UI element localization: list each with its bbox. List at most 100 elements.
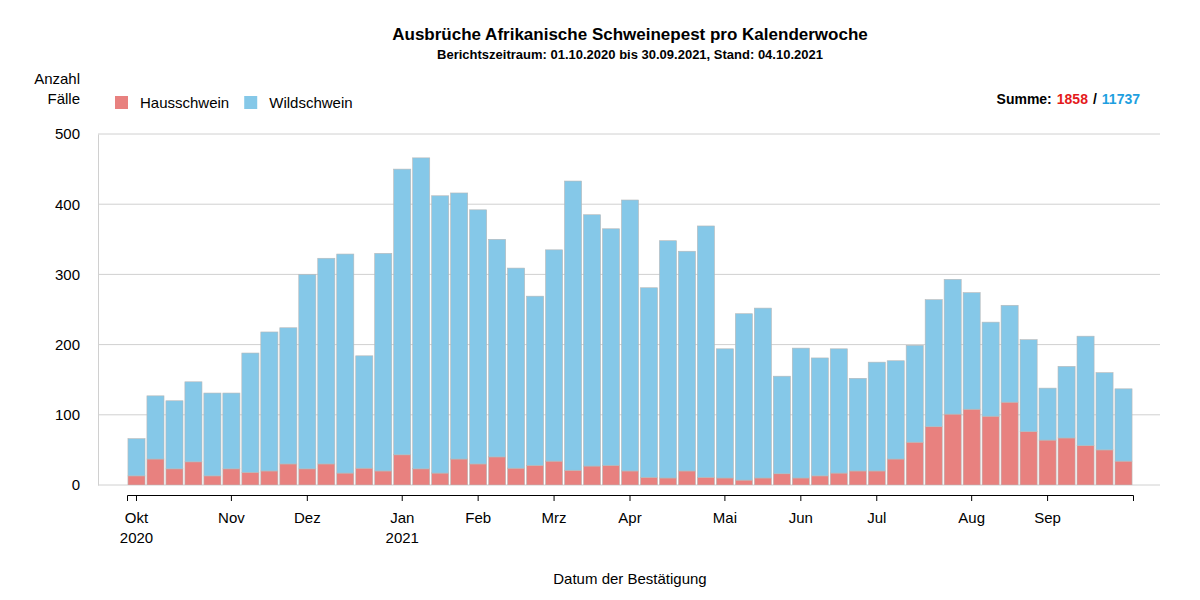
- legend-item: Hausschwein: [115, 94, 229, 111]
- bar: [944, 279, 961, 414]
- bar: [261, 471, 278, 485]
- bar: [223, 393, 240, 469]
- x-axis: Okt 2020 Nov Dez Jan2021 Feb Mrz Apr Mai Jun Jul Au…: [120, 495, 1134, 546]
- bar: [432, 196, 449, 473]
- x-tick: Aug: [958, 495, 985, 526]
- bar: [1001, 305, 1018, 402]
- x-tick-label: Jul: [867, 509, 886, 526]
- text-line: 2020: [120, 529, 153, 546]
- x-tick-label: Jun: [789, 509, 813, 526]
- text-line: Jan: [390, 509, 414, 526]
- bar: [849, 378, 866, 471]
- x-tick-label: Feb: [465, 509, 491, 526]
- bar: [621, 471, 638, 485]
- bar: [546, 461, 563, 485]
- y-tick: 100: [55, 406, 98, 423]
- text-line: Mai: [713, 509, 737, 526]
- y-tick-label: 300: [55, 266, 80, 283]
- x-tick: Apr: [618, 495, 641, 526]
- bar: [204, 393, 221, 476]
- bar: [963, 293, 980, 410]
- text-line: Jun: [789, 509, 813, 526]
- bar: [223, 469, 240, 485]
- sum-separator: /: [1093, 91, 1097, 107]
- bar: [830, 473, 847, 485]
- grid-line: [98, 134, 1160, 135]
- x-tick-label: Nov: [218, 509, 245, 526]
- bar: [565, 181, 582, 470]
- sum-value: 11737: [1102, 91, 1140, 107]
- y-axis-title: AnzahlFälle: [34, 70, 80, 107]
- bar: [659, 241, 676, 478]
- legend-label: Wildschwein: [269, 94, 352, 111]
- x-tick: Jan2021: [386, 495, 419, 546]
- bar: [1077, 446, 1094, 485]
- y-tick-label: 400: [55, 196, 80, 213]
- x-tick-label: Apr: [618, 509, 641, 526]
- text-line: Okt: [125, 509, 149, 526]
- bar: [1115, 389, 1132, 461]
- bar: [242, 353, 259, 472]
- bar: [640, 288, 657, 478]
- bar: [546, 250, 563, 461]
- bar: [470, 210, 487, 464]
- background: [0, 0, 1200, 600]
- x-tick-label: Aug: [958, 509, 985, 526]
- bar: [299, 274, 316, 468]
- x-tick-label: Mrz: [542, 509, 567, 526]
- y-tick-label: 200: [55, 336, 80, 353]
- bar: [811, 476, 828, 485]
- bar: [508, 468, 525, 485]
- bar: [356, 356, 373, 468]
- bar: [678, 251, 695, 471]
- x-tick: Mai: [713, 495, 737, 526]
- bar: [147, 396, 164, 459]
- x-tick-mark: [231, 495, 232, 501]
- bar: [356, 468, 373, 485]
- x-tick: Sep: [1034, 495, 1061, 526]
- series-bars: [128, 158, 1132, 480]
- bar: [773, 376, 790, 474]
- bar: [337, 473, 354, 485]
- y-tick: 500: [55, 125, 98, 142]
- x-tick-label: Sep: [1034, 509, 1061, 526]
- y-tick-label: 100: [55, 406, 80, 423]
- bar: [792, 348, 809, 478]
- x-tick-label: Mai: [713, 509, 737, 526]
- x-tick: Dez: [294, 495, 321, 526]
- bar: [754, 478, 771, 485]
- bar: [1115, 461, 1132, 485]
- legend-label: Hausschwein: [140, 94, 229, 111]
- x-tick-label: Dez: [294, 509, 321, 526]
- text-line: Mrz: [542, 509, 567, 526]
- text-line: Jul: [867, 509, 886, 526]
- bar: [944, 414, 961, 485]
- bar: [394, 169, 411, 455]
- bars: [128, 158, 1132, 485]
- bar: [489, 239, 506, 457]
- x-tick: Nov: [218, 495, 245, 526]
- x-tick: Mrz: [542, 495, 567, 526]
- bar: [394, 455, 411, 485]
- x-tick-mark: [307, 495, 308, 501]
- legend: Hausschwein Wildschwein: [115, 94, 353, 111]
- x-tick-mark: [136, 495, 137, 501]
- text-line: Aug: [958, 509, 985, 526]
- x-tick: Jul: [867, 495, 886, 526]
- bar: [963, 409, 980, 485]
- y-tick-label: 500: [55, 125, 80, 142]
- bar: [242, 472, 259, 485]
- y-tick: 200: [55, 336, 98, 353]
- bar: [906, 442, 923, 485]
- bar: [1039, 440, 1056, 485]
- bar: [451, 193, 468, 459]
- bar: [621, 200, 638, 471]
- bar: [375, 253, 392, 471]
- bar: [659, 478, 676, 485]
- bar: [735, 480, 752, 485]
- bar: [697, 226, 714, 477]
- bar: [925, 427, 942, 485]
- bar: [185, 462, 202, 485]
- bar: [982, 416, 999, 485]
- bar: [432, 473, 449, 485]
